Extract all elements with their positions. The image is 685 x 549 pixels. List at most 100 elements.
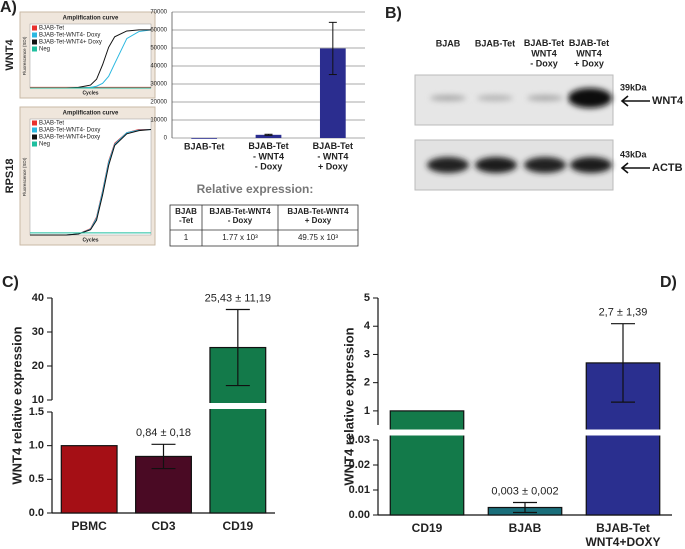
text-line: WNT4+DOXY: [585, 535, 660, 549]
blot-bands: [427, 88, 612, 173]
bar: [191, 137, 218, 139]
legend-swatch: [32, 141, 37, 147]
y-tick-label: 20000: [150, 100, 167, 106]
panel-label: D): [660, 274, 677, 291]
table-cell: 49.75 x 10³: [298, 233, 338, 242]
panel-label: A): [0, 0, 17, 16]
x-tick-label: CD19: [412, 521, 443, 535]
y-tick-label: 4: [364, 320, 371, 332]
legend-swatch: [32, 127, 37, 133]
table-header: BJAB-Tet-WNT4- Doxy: [209, 207, 271, 225]
legend-label: Neg: [39, 47, 50, 53]
lane-label: BJAB-Tet WNT4 + Doxy: [569, 38, 609, 69]
axis-break: [585, 429, 661, 436]
panel-label: C): [2, 274, 19, 291]
x-tick-label: BJAB-Tet - WNT4- Doxy: [248, 141, 288, 172]
legend-label: BJAB-Tet-WNT4- Doxy: [39, 128, 100, 134]
y-tick-label: 10: [32, 394, 44, 406]
y-tick-label: 0: [164, 136, 168, 142]
table-border: [169, 204, 359, 247]
band: [430, 95, 466, 101]
y-tick-label: 2: [364, 377, 370, 389]
marker-size: 39kDa: [620, 82, 648, 92]
table-title: Relative expression:: [197, 182, 314, 196]
panel-label: B): [385, 5, 402, 22]
y-tick-label: 0.00: [349, 509, 370, 521]
band: [527, 95, 563, 101]
legend-label: BJAB-Tet-WNT4+Doxy: [39, 135, 100, 141]
y-tick-label: 1: [364, 405, 370, 417]
lane-label: BJAB-Tet: [475, 38, 515, 48]
x-tick-label: CD3: [151, 519, 175, 533]
y-tick-label: 0.5: [29, 473, 44, 485]
text-line: BJAB: [175, 207, 197, 216]
band: [570, 157, 612, 173]
band: [475, 157, 517, 173]
text-line: - Doxy: [255, 162, 283, 172]
text-line: - WNT4: [253, 152, 284, 162]
band: [524, 157, 566, 173]
value-label: 2,7 ± 1,39: [599, 307, 648, 319]
gene-label: RPS18: [4, 159, 16, 194]
legend-swatch: [32, 25, 37, 31]
legend-label: BJAB-Tet-WNT4- Doxy: [39, 33, 100, 39]
x-tick-label: BJAB: [509, 521, 542, 535]
arrow: [620, 162, 650, 174]
value-label: 0,003 ± 0,002: [491, 485, 558, 497]
y-tick-label: 1.0: [29, 440, 44, 452]
legend-label: Neg: [39, 142, 50, 148]
x-tick-label: BJAB-Tet - WNT4 + Doxy: [313, 141, 353, 172]
text-line: WNT4: [576, 49, 602, 59]
value-label: 0,84 ± 0,18: [136, 427, 191, 439]
text-line: + Doxy: [305, 216, 332, 225]
text-line: - Doxy: [530, 59, 558, 69]
plot-area: [29, 23, 152, 89]
text-line: BJAB-Tet: [524, 38, 564, 48]
text-line: -Tet: [179, 216, 193, 225]
legend-label: BJAB-Tet: [39, 121, 64, 127]
text-line: BJAB-Tet-WNT4: [287, 207, 349, 216]
y-tick-label: 30000: [150, 82, 167, 88]
legend-swatch: [32, 39, 37, 45]
legend-label: BJAB-Tet: [39, 26, 64, 32]
band: [568, 88, 612, 108]
y-tick-label: 10000: [150, 118, 167, 124]
text-line: - WNT4: [317, 152, 348, 162]
bar: [60, 445, 118, 514]
table-grid: [169, 204, 359, 247]
x-tick-label: BJAB-Tet WNT4+DOXY: [585, 521, 660, 549]
y-tick-label: 0.03: [349, 434, 370, 446]
legend-swatch: [32, 120, 37, 126]
x-tick-label: CD19: [222, 519, 253, 533]
x-tick-label: PBMC: [71, 519, 107, 533]
arrow: [620, 95, 650, 107]
y-tick-label: 1.5: [29, 406, 44, 418]
gene-label: WNT4: [4, 39, 16, 71]
y-axis-label: WNT4 relative expression: [341, 327, 356, 485]
text-line: WNT4: [531, 49, 557, 59]
marker-protein: ACTB: [652, 162, 683, 174]
text-line: BJAB-Tet: [596, 521, 650, 535]
table-header: BJAB-Tet-WNT4 + Doxy: [287, 207, 349, 225]
table-cell: 1: [184, 233, 189, 242]
y-tick-label: 20: [32, 360, 44, 372]
legend-swatch: [32, 46, 37, 52]
table-cell: 1.77 x 10³: [222, 233, 258, 242]
text-line: BJAB-Tet: [569, 38, 609, 48]
text-line: + Doxy: [318, 162, 348, 172]
lane-label: BJAB: [436, 38, 461, 48]
marker-protein: WNT4: [652, 95, 684, 107]
y-tick-label: 40: [32, 292, 44, 304]
x-axis-label: Cycles: [82, 237, 98, 243]
y-tick-label: 5: [364, 292, 370, 304]
table-header: BJAB -Tet: [175, 207, 197, 225]
text-line: BJAB-Tet: [313, 141, 353, 151]
bar: [389, 410, 465, 516]
axis-break: [208, 403, 267, 409]
plot-area: [29, 118, 152, 236]
legend-swatch: [32, 32, 37, 38]
y-axis-label: Fluorescence (SDI): [22, 36, 27, 75]
y-tick-label: 0.01: [349, 484, 370, 496]
